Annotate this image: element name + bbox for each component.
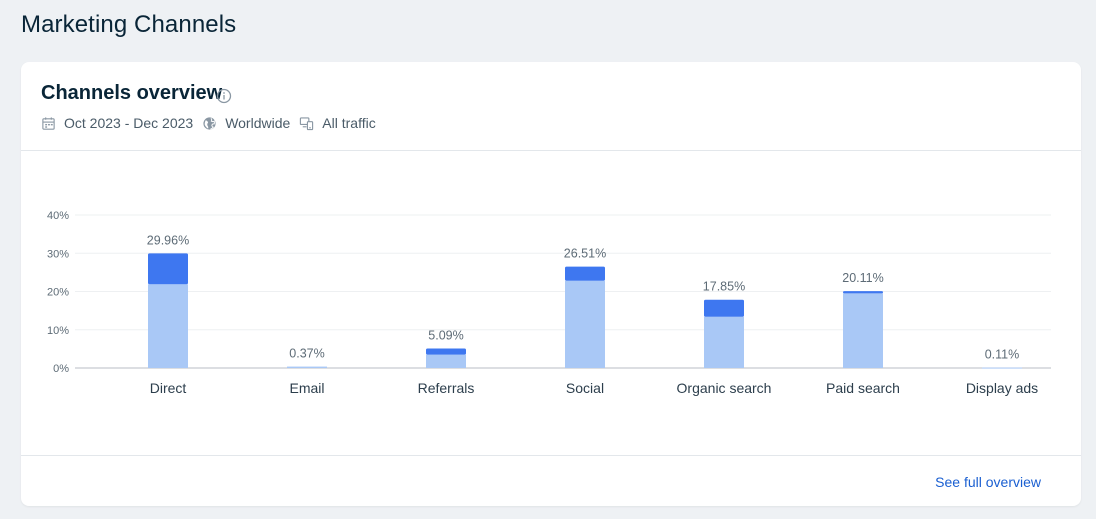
card-footer: See full overview: [21, 455, 1081, 507]
bar-segment-top[interactable]: [565, 266, 605, 281]
y-tick-label: 30%: [47, 248, 69, 260]
card-header: Channels overview Oct 2023 - Dec 2023: [21, 62, 1081, 151]
grid-layer: [75, 214, 1051, 369]
bar-segment-top[interactable]: [704, 299, 744, 317]
channels-bar-chart: 0% 10% 20% 30% 40% 29.96% Direct 0.37% Email 5.09…: [21, 151, 1081, 453]
x-category-label: Display ads: [966, 380, 1038, 396]
bar-segment-base[interactable]: [565, 280, 605, 368]
x-category-label: Social: [566, 380, 604, 396]
page-title: Marketing Channels: [21, 11, 237, 38]
bar-segment-base[interactable]: [426, 354, 466, 368]
label-layer: 0% 10% 20% 30% 40% 29.96% Direct 0.37% Email 5.09…: [47, 210, 1038, 396]
bar-segment-top[interactable]: [426, 348, 466, 355]
bar-value-label: 29.96%: [147, 233, 189, 247]
traffic-label: All traffic: [322, 115, 376, 131]
chart-svg: 0% 10% 20% 30% 40% 29.96% Direct 0.37% Email 5.09…: [47, 210, 1051, 396]
info-icon[interactable]: [216, 88, 232, 104]
bar-segment-top[interactable]: [843, 291, 883, 294]
x-category-label: Email: [289, 380, 324, 396]
region[interactable]: Worldwide: [202, 115, 290, 131]
bar-segment-top[interactable]: [148, 253, 188, 285]
bar-value-label: 17.85%: [703, 280, 745, 294]
channels-overview-card: Channels overview Oct 2023 - Dec 2023: [21, 62, 1081, 506]
bar-value-label: 26.51%: [564, 247, 606, 261]
bar-segment-base[interactable]: [148, 284, 188, 368]
see-full-overview-link[interactable]: See full overview: [935, 474, 1041, 490]
devices-icon: [300, 116, 314, 130]
traffic-filter[interactable]: All traffic: [299, 115, 376, 131]
bar-value-label: 0.37%: [289, 347, 324, 361]
bar-segment-base[interactable]: [704, 316, 744, 368]
bar-value-label: 0.11%: [985, 348, 1020, 362]
bar-layer: [148, 253, 1022, 369]
date-range-label: Oct 2023 - Dec 2023: [64, 115, 194, 131]
y-tick-label: 0%: [53, 363, 69, 375]
x-category-label: Paid search: [826, 380, 900, 396]
x-category-label: Referrals: [418, 380, 475, 396]
card-title: Channels overview: [41, 82, 223, 104]
bar-value-label: 20.11%: [842, 271, 883, 285]
bar-segment-base[interactable]: [287, 366, 327, 368]
globe-icon: [203, 116, 216, 130]
y-tick-label: 20%: [47, 287, 69, 299]
region-label: Worldwide: [225, 115, 291, 131]
y-tick-label: 10%: [47, 325, 69, 337]
y-tick-label: 40%: [47, 210, 69, 222]
bar-value-label: 5.09%: [428, 329, 463, 343]
date-range[interactable]: Oct 2023 - Dec 2023: [41, 115, 193, 131]
card-meta: Oct 2023 - Dec 2023 Worldwide All traffi…: [41, 114, 385, 132]
bar-segment-base[interactable]: [843, 293, 883, 368]
x-category-label: Organic search: [677, 380, 772, 396]
calendar-icon: [42, 116, 55, 130]
x-category-label: Direct: [150, 380, 187, 396]
bar-segment-base[interactable]: [982, 367, 1022, 369]
